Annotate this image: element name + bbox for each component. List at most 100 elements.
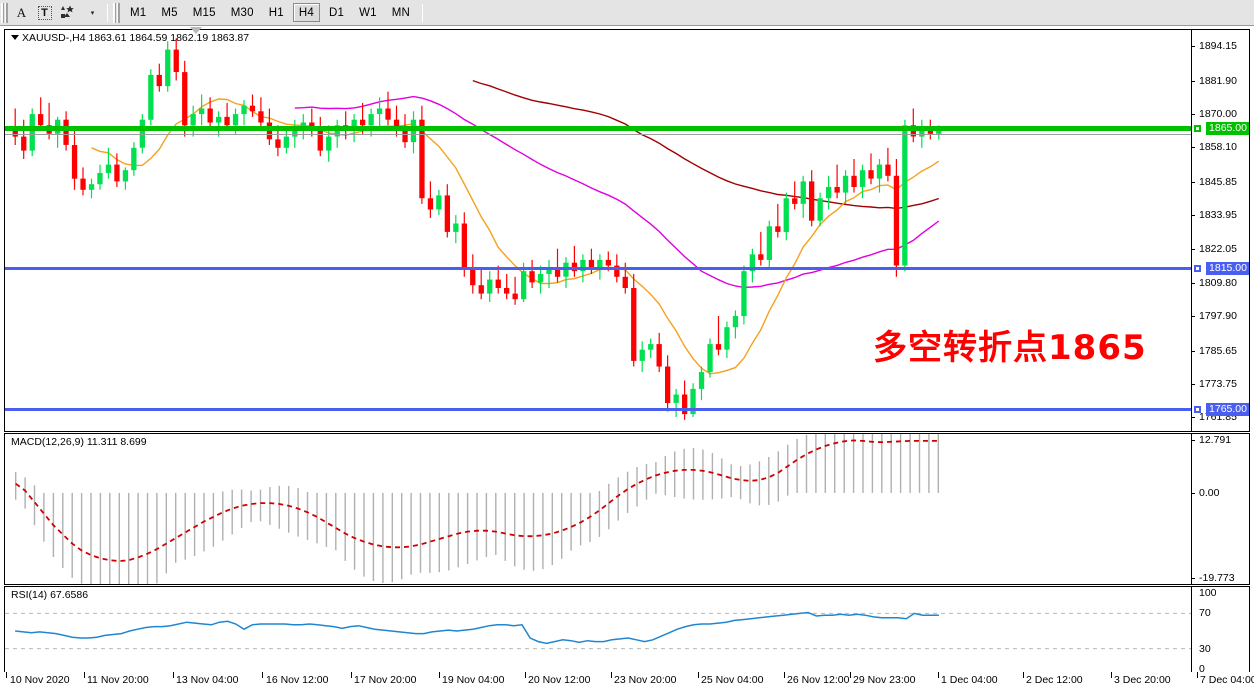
rsi-tick-label: 30 [1199,642,1211,655]
macd-tick [1192,578,1195,579]
objects-dropdown-caret[interactable]: ▾ [80,2,103,24]
time-separator [611,672,612,678]
time-separator [262,672,263,678]
rsi-pane[interactable]: RSI(14) 67.6586 100 70 30 0 [4,586,1250,676]
rsi-tick-label: 0 [1199,663,1205,675]
time-axis-label: 1 Dec 04:00 [941,674,998,686]
timeframe-d1[interactable]: D1 [328,6,345,19]
price-tick [1192,316,1195,318]
collapse-arrow-icon[interactable] [11,35,19,40]
macd-plot[interactable] [5,434,1191,584]
price-tag-1765-00[interactable]: 1765.00 [1206,402,1249,416]
timeframe-group: M1 M5 M15 M30 H1 H4 D1 W1 MN [124,3,416,22]
chevron-down-icon: ▾ [90,9,95,17]
rsi-plot[interactable] [5,587,1191,675]
price-tick [1192,80,1195,82]
time-axis-label: 25 Nov 04:00 [701,674,764,686]
time-separator [1197,672,1198,678]
price-plot[interactable]: 多空转折点1865 [5,30,1191,431]
macd-tick-label: 12.791 [1199,434,1232,446]
rsi-pane-title: RSI(14) 67.6586 [11,589,89,601]
price-tick-label: 1785.65 [1199,344,1237,357]
price-tick-label: 1761.85 [1199,411,1237,424]
price-scale[interactable]: 1865.00 1815.00 1765.00 1894.15 1881.90 1870.… [1192,30,1249,431]
time-separator [784,672,785,678]
time-axis-label: 20 Nov 12:00 [528,674,591,686]
timeframe-m1[interactable]: M1 [130,6,147,19]
price-tick [1192,46,1195,48]
time-separator [173,672,174,678]
timeframe-h1[interactable]: H1 [268,6,284,19]
timeframe-m30[interactable]: M30 [230,6,254,19]
text-label-icon[interactable]: T [33,2,56,24]
price-tag-handle[interactable] [1194,125,1201,133]
toolbar: A T ▾ M1 M5 M15 M30 H1 H4 D1 W1 MN [0,0,1254,26]
price-tick [1192,147,1195,149]
timeframe-grip[interactable] [113,2,120,23]
macd-canvas [14,434,939,584]
timeframe-mn[interactable]: MN [391,6,411,19]
rsi-scale-divider [1191,587,1192,675]
time-separator [351,672,352,678]
price-tick-label: 1809.80 [1199,276,1237,289]
time-axis-label: 13 Nov 04:00 [176,674,239,686]
time-separator [84,672,85,678]
price-tag-1865-00[interactable]: 1865.00 [1206,122,1249,136]
support-line-1815[interactable] [5,267,1191,271]
price-tick-label: 1773.75 [1199,378,1237,391]
toolbar-grip[interactable] [1,2,8,23]
price-tick-label: 1833.95 [1199,209,1237,222]
chart-top-marker-icon [190,27,202,34]
macd-scale[interactable]: 12.791 0.00 -19.773 [1192,434,1249,584]
price-tick [1192,350,1195,352]
price-tick [1192,384,1195,386]
timeframe-h4[interactable]: H4 [292,3,320,22]
time-axis-label: 19 Nov 04:00 [442,674,505,686]
time-separator [1023,672,1024,678]
time-axis[interactable]: 10 Nov 2020 11 Nov 20:00 13 Nov 04:00 16 No… [4,672,1254,692]
price-tick [1192,417,1195,419]
price-scale-divider [1191,30,1192,431]
price-tag-handle[interactable] [1194,265,1201,273]
rsi-tick-label: 100 [1199,587,1217,599]
shapes-icon[interactable] [56,2,80,24]
support-line-1765[interactable] [5,407,1191,411]
time-axis-label: 7 Dec 04:00 [1200,674,1254,686]
price-tick-label: 1822.05 [1199,242,1237,255]
price-tick-label: 1845.85 [1199,175,1237,188]
time-axis-label: 16 Nov 12:00 [266,674,329,686]
letter-a-icon[interactable]: A [16,4,27,20]
rsi-scale[interactable]: 100 70 30 0 [1192,587,1249,675]
price-tick [1192,114,1195,116]
price-tick [1192,215,1195,217]
chart-annotation-text: 多空转折点1865 [873,328,1147,368]
price-tick-label: 1881.90 [1199,74,1237,87]
price-pane-title: XAUUSD-,H4 1863.61 1864.59 1862.19 1863.… [11,32,249,44]
rsi-canvas [5,611,1191,650]
macd-tick-label: 0.00 [1199,486,1220,499]
price-tick [1192,248,1195,250]
timeframe-m5[interactable]: M5 [161,6,178,19]
price-pane[interactable]: 多空转折点1865 XAUUSD-,H4 1863.61 1864.59 186… [4,29,1250,432]
price-tick-label: 1870.00 [1199,108,1237,121]
rsi-tick-label: 70 [1199,607,1211,620]
macd-tick [1192,440,1195,441]
price-pane-title-text: XAUUSD-,H4 1863.61 1864.59 1862.19 1863.… [22,32,250,44]
price-tick-label: 1797.90 [1199,310,1237,323]
toolbar-divider [107,3,108,22]
macd-pane[interactable]: MACD(12,26,9) 11.311 8.699 12.791 0.00 -19… [4,433,1250,585]
toolbar-divider-2 [422,3,424,22]
time-axis-label: 17 Nov 20:00 [354,674,417,686]
price-tag-handle[interactable] [1194,405,1201,413]
time-axis-label: 29 Nov 23:00 [853,674,916,686]
timeframe-m15[interactable]: M15 [192,6,216,19]
time-separator [698,672,699,678]
timeframe-w1[interactable]: W1 [359,6,377,19]
price-tag-1815-00[interactable]: 1815.00 [1206,262,1249,276]
resistance-line-1865[interactable] [5,126,1191,132]
price-tick [1192,282,1195,284]
time-axis-label: 23 Nov 20:00 [614,674,677,686]
price-tick-label: 1858.10 [1199,141,1237,154]
time-separator [850,672,851,678]
